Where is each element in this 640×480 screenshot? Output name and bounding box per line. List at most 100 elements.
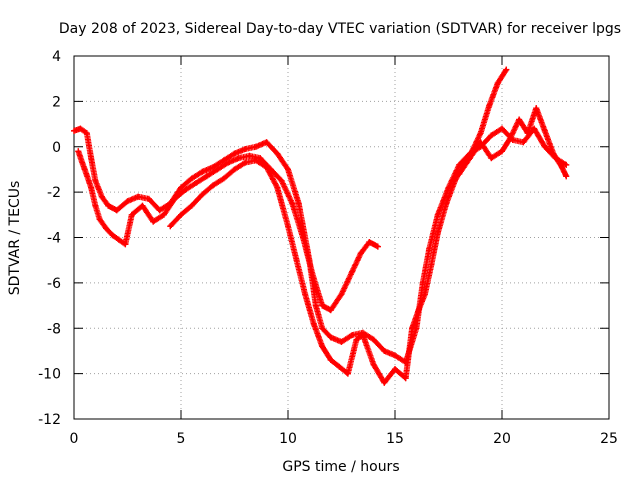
data-point xyxy=(98,193,105,200)
series-layer xyxy=(71,66,570,386)
data-point xyxy=(477,130,484,137)
data-point xyxy=(128,211,135,218)
data-point xyxy=(145,195,152,202)
data-point xyxy=(533,105,540,112)
data-point xyxy=(370,361,377,368)
data-point xyxy=(242,159,249,166)
data-point xyxy=(252,143,259,150)
data-point xyxy=(499,125,505,132)
y-tick-label: -12 xyxy=(38,412,61,428)
data-point xyxy=(349,332,356,339)
data-point xyxy=(507,134,514,141)
data-point xyxy=(359,332,366,339)
data-point xyxy=(374,243,381,250)
y-tick-label: 2 xyxy=(52,94,61,110)
data-point xyxy=(246,152,253,159)
data-point xyxy=(494,80,501,87)
data-point xyxy=(392,366,398,373)
ticks-layer: -12 -10 -8 -6 -4 -2 0 2 4 0 5 10 15 20 25 xyxy=(38,49,618,447)
y-tick-label: -8 xyxy=(47,321,61,337)
data-point xyxy=(499,148,505,155)
data-point xyxy=(295,200,302,207)
data-point xyxy=(293,257,300,264)
data-point xyxy=(302,291,309,298)
data-point xyxy=(381,347,388,354)
data-point xyxy=(338,338,345,345)
data-point xyxy=(210,182,217,189)
data-point xyxy=(327,357,334,364)
y-tick-label: -10 xyxy=(38,367,61,383)
data-point xyxy=(77,125,84,132)
data-point xyxy=(81,166,88,173)
data-point xyxy=(344,370,351,377)
data-point xyxy=(366,239,373,246)
data-point xyxy=(370,336,377,343)
data-point xyxy=(214,166,221,173)
data-point xyxy=(178,211,184,218)
data-point xyxy=(103,225,110,232)
data-point xyxy=(178,184,184,191)
data-point xyxy=(71,127,77,134)
grid-layer xyxy=(74,56,609,419)
data-point xyxy=(338,291,345,298)
data-point xyxy=(278,177,285,184)
y-tick-label: -6 xyxy=(47,276,61,292)
data-point xyxy=(150,218,157,225)
data-point xyxy=(402,375,409,382)
data-point xyxy=(231,166,238,173)
x-tick-label: 10 xyxy=(279,431,297,447)
data-point xyxy=(381,379,388,386)
data-point xyxy=(319,343,326,350)
data-point xyxy=(285,223,291,230)
data-point xyxy=(220,175,227,182)
data-point xyxy=(488,132,495,139)
data-point xyxy=(558,164,565,171)
x-tick-label: 20 xyxy=(493,431,511,447)
data-point xyxy=(392,352,398,359)
y-axis-title: SDTVAR / TECUs xyxy=(7,181,23,296)
data-point xyxy=(310,320,317,327)
data-point xyxy=(203,173,210,180)
data-point xyxy=(88,155,95,162)
data-point xyxy=(242,146,249,153)
data-point xyxy=(451,177,458,184)
data-point xyxy=(289,200,296,207)
data-point xyxy=(160,211,167,218)
data-point xyxy=(199,168,206,175)
data-point xyxy=(563,161,570,168)
data-point xyxy=(503,66,510,73)
data-point xyxy=(113,207,120,214)
data-point xyxy=(415,307,422,314)
data-point xyxy=(231,150,238,157)
data-point xyxy=(421,291,428,298)
data-point xyxy=(310,275,317,282)
data-point xyxy=(434,211,441,218)
y-tick-label: -2 xyxy=(47,185,61,201)
data-point xyxy=(88,184,95,191)
data-point xyxy=(96,216,103,223)
data-point xyxy=(171,195,178,202)
data-point xyxy=(235,155,242,162)
y-tick-label: 4 xyxy=(52,49,61,65)
data-point xyxy=(541,127,548,134)
data-point xyxy=(225,159,232,166)
data-point xyxy=(135,193,142,200)
data-point xyxy=(428,261,435,268)
data-point xyxy=(115,236,122,243)
data-point xyxy=(274,184,281,191)
x-tick-label: 0 xyxy=(70,431,79,447)
data-point xyxy=(466,155,473,162)
y-tick-label: -4 xyxy=(47,231,61,247)
data-point xyxy=(353,336,360,343)
x-tick-label: 25 xyxy=(600,431,618,447)
data-point xyxy=(443,200,450,207)
data-point xyxy=(167,223,174,230)
data-point xyxy=(488,155,495,162)
data-point xyxy=(349,268,356,275)
data-point xyxy=(274,150,281,157)
y-tick-label: 0 xyxy=(52,140,61,156)
data-point xyxy=(434,229,441,236)
data-point xyxy=(486,102,493,109)
data-point xyxy=(105,202,112,209)
